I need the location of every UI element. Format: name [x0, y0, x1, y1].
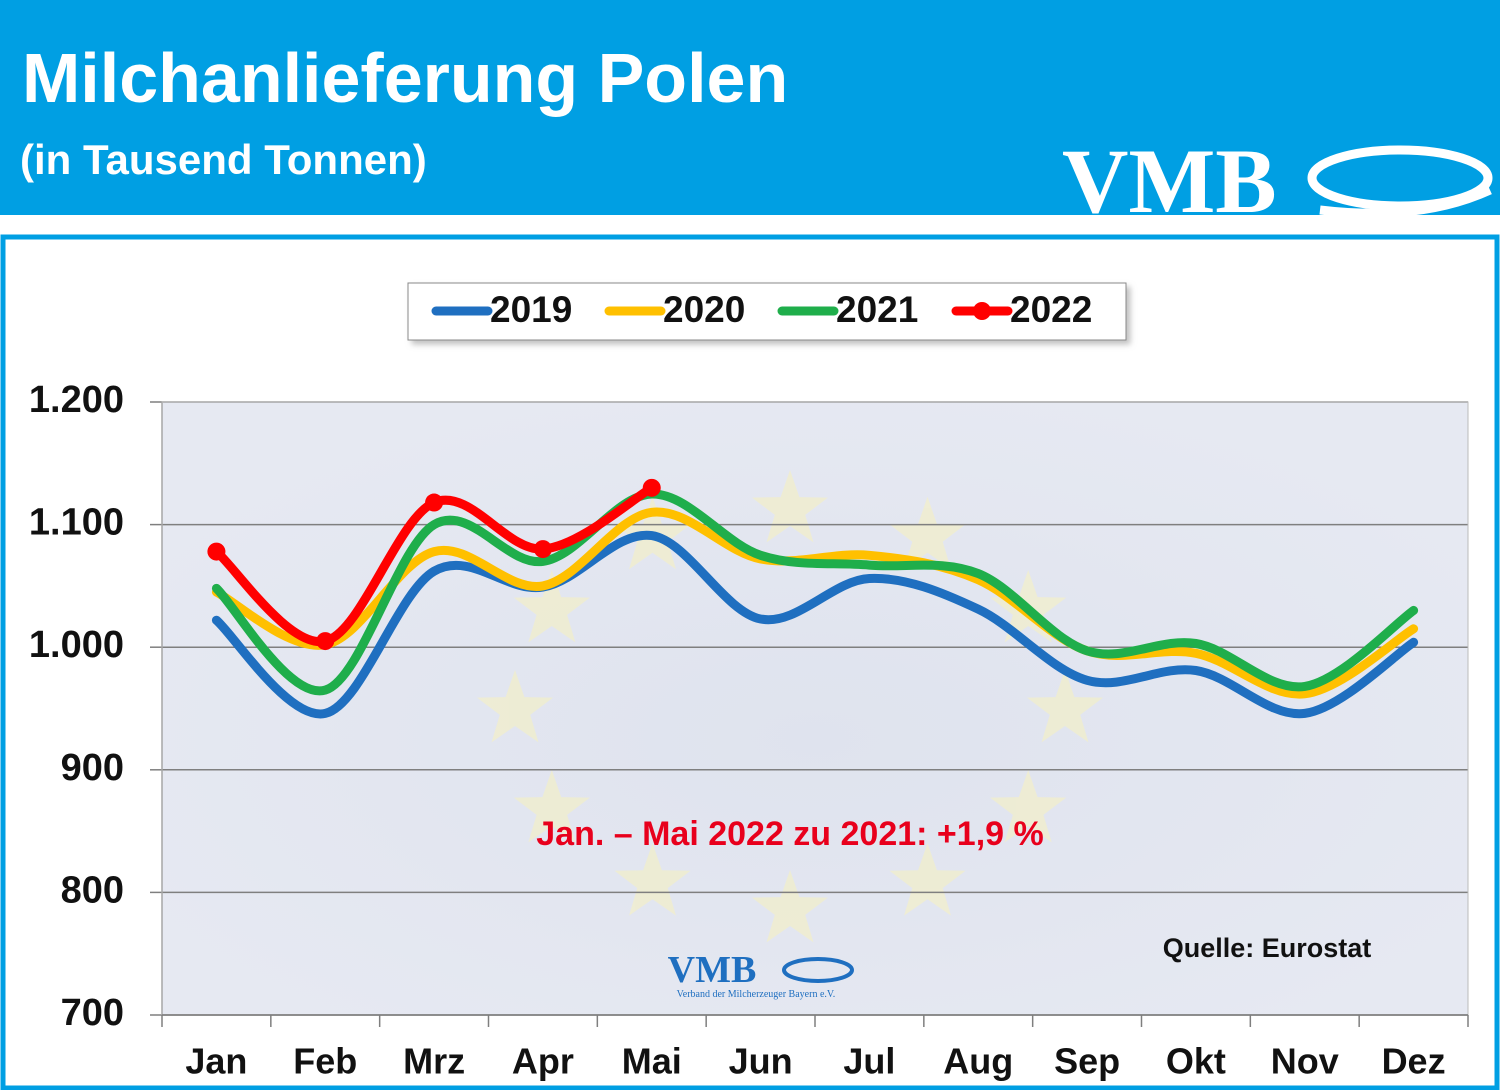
- y-tick-label: 800: [61, 869, 124, 911]
- eu-star: [1027, 670, 1103, 743]
- y-tick-label: 900: [61, 747, 124, 789]
- legend-label: 2019: [490, 289, 572, 330]
- eu-star: [889, 496, 966, 570]
- y-tick-label: 1.200: [29, 379, 124, 421]
- y-tick-label: 1.100: [29, 502, 124, 544]
- x-tick-label: Dez: [1382, 1041, 1446, 1082]
- annotation: Jan. – Mai 2022 zu 2021: +1,9 %: [536, 815, 1043, 853]
- series-marker: [533, 540, 552, 559]
- watermark: VMB: [668, 949, 757, 991]
- legend-label: 2020: [663, 289, 745, 330]
- x-tick-label: Mrz: [403, 1041, 465, 1082]
- logo-swoosh: [1307, 145, 1493, 218]
- eu-star: [513, 770, 590, 843]
- x-tick-label: Aug: [943, 1041, 1013, 1082]
- chart-title: Milchanlieferung Polen: [22, 39, 788, 117]
- x-tick-label: Mai: [622, 1041, 682, 1082]
- legend-label: 2022: [1010, 289, 1092, 330]
- eu-star: [477, 670, 553, 743]
- series-marker: [425, 493, 444, 512]
- series-marker: [207, 542, 226, 561]
- eu-star: [513, 570, 590, 643]
- eu-star: [990, 770, 1067, 843]
- eu-star: [752, 870, 828, 943]
- x-tick-label: Apr: [512, 1041, 574, 1082]
- eu-star: [614, 843, 691, 916]
- series-marker: [642, 478, 661, 497]
- logo: VMB: [1062, 130, 1277, 232]
- watermark-caption: Verband der Milcherzeuger Bayern e.V.: [677, 989, 836, 1000]
- x-tick-label: Jun: [729, 1041, 793, 1082]
- y-tick-label: 700: [61, 992, 124, 1034]
- x-tick-label: Okt: [1166, 1041, 1226, 1082]
- x-tick-label: Jan: [185, 1041, 247, 1082]
- chart-subtitle: (in Tausend Tonnen): [20, 136, 427, 183]
- watermark-swoosh: [782, 957, 854, 983]
- x-tick-label: Nov: [1271, 1041, 1339, 1082]
- x-tick-label: Feb: [293, 1041, 357, 1082]
- series-line: [211, 530, 1419, 719]
- header-band: [0, 0, 1500, 215]
- eu-star: [889, 843, 966, 916]
- legend-marker: [973, 302, 991, 320]
- legend-label: 2021: [836, 289, 918, 330]
- eu-star: [752, 470, 828, 543]
- y-tick-label: 1.000: [29, 624, 124, 666]
- x-tick-label: Sep: [1054, 1041, 1120, 1082]
- series-line: [211, 489, 1419, 696]
- x-tick-label: Jul: [843, 1041, 895, 1082]
- source: Quelle: Eurostat: [1163, 933, 1372, 963]
- series-marker: [316, 632, 335, 651]
